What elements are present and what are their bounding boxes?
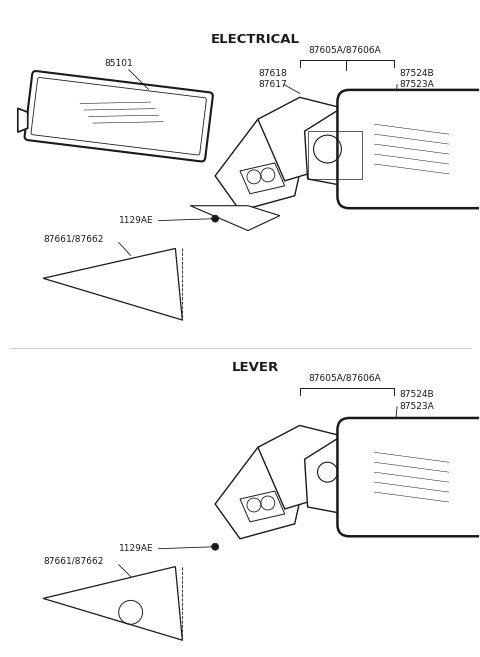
Text: ELECTRICAL: ELECTRICAL	[210, 34, 300, 46]
Text: 1129AE: 1129AE	[119, 544, 153, 553]
Polygon shape	[240, 491, 285, 522]
Text: 87524B: 87524B	[399, 69, 434, 78]
Polygon shape	[258, 97, 339, 181]
Text: 87605A/87606A: 87605A/87606A	[308, 373, 381, 382]
Polygon shape	[305, 109, 369, 186]
Text: 87661/87662: 87661/87662	[43, 234, 104, 243]
FancyBboxPatch shape	[31, 78, 206, 155]
FancyBboxPatch shape	[24, 71, 213, 162]
Polygon shape	[240, 163, 285, 194]
FancyBboxPatch shape	[337, 418, 480, 536]
Text: 85101: 85101	[104, 59, 133, 68]
FancyBboxPatch shape	[337, 90, 480, 208]
Text: LEVER: LEVER	[231, 361, 278, 374]
Text: 87524B: 87524B	[399, 390, 434, 399]
Polygon shape	[215, 447, 310, 539]
Text: 87661/87662: 87661/87662	[43, 556, 104, 565]
Text: 87605A/87606A: 87605A/87606A	[308, 45, 381, 54]
Polygon shape	[258, 426, 339, 509]
Circle shape	[212, 215, 218, 222]
Polygon shape	[215, 119, 310, 211]
Polygon shape	[43, 566, 182, 640]
Text: 87523A: 87523A	[399, 80, 434, 89]
Polygon shape	[43, 248, 182, 320]
Polygon shape	[190, 206, 280, 231]
Text: 87523A: 87523A	[399, 402, 434, 411]
Polygon shape	[18, 108, 28, 132]
Text: 87617: 87617	[258, 80, 287, 89]
Text: 87618: 87618	[258, 69, 287, 78]
Polygon shape	[305, 438, 369, 514]
Text: 1129AE: 1129AE	[119, 216, 153, 225]
Circle shape	[212, 543, 218, 550]
